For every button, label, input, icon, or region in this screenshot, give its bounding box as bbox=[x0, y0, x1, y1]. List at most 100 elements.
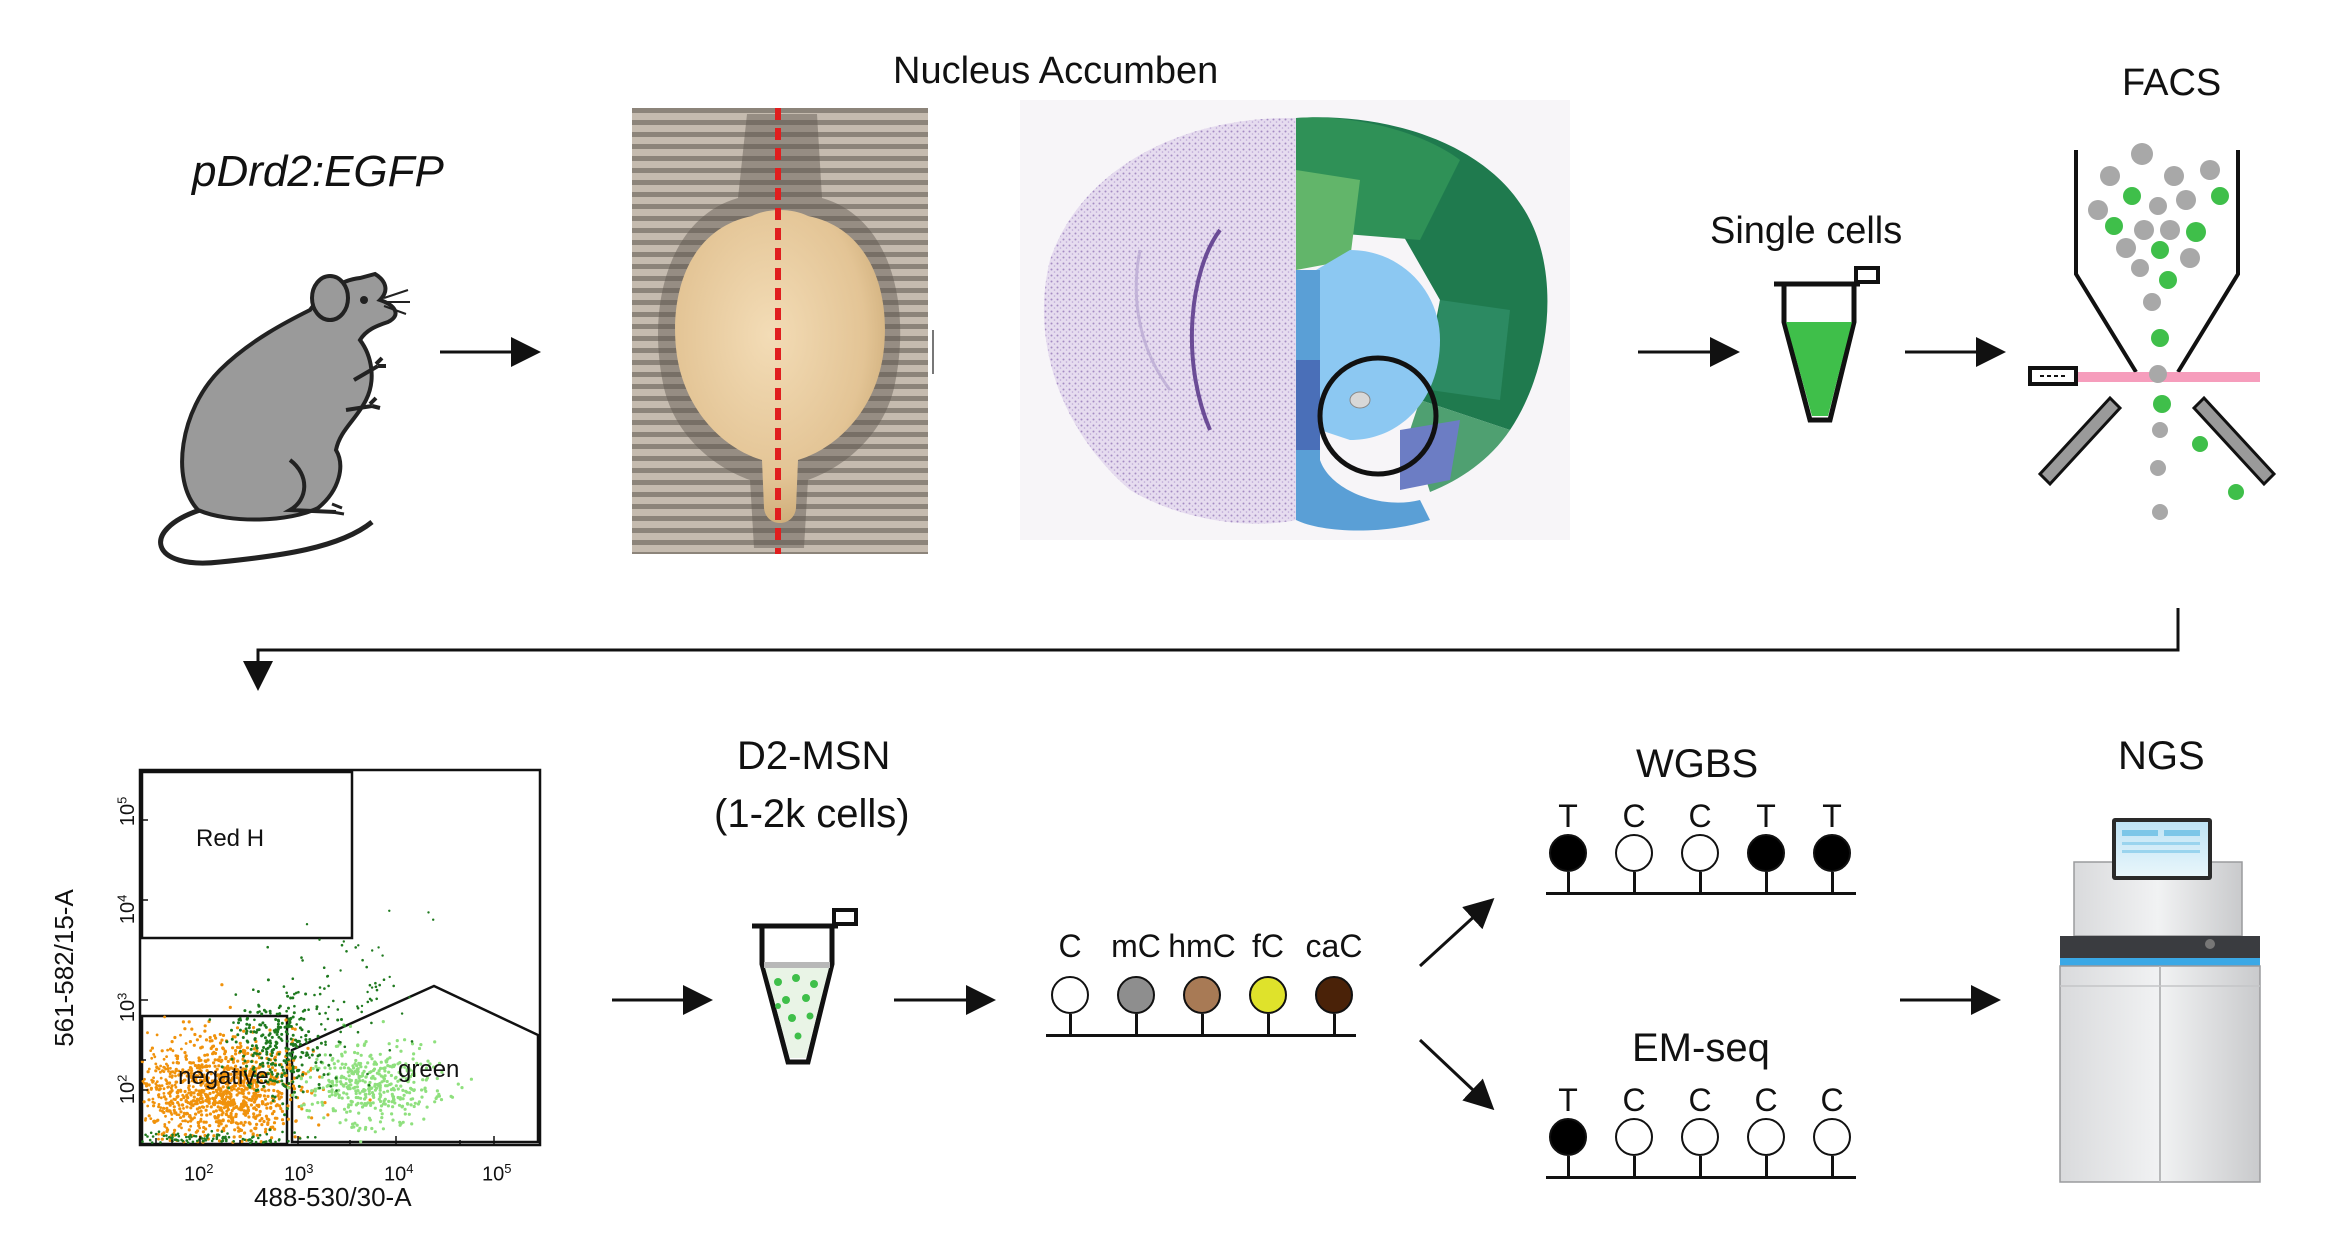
flow-event bbox=[219, 1122, 223, 1126]
flow-event bbox=[227, 1086, 231, 1090]
y-tick-3: 103 bbox=[114, 992, 140, 1023]
flow-event bbox=[413, 1101, 417, 1105]
flow-event bbox=[220, 983, 224, 987]
flow-event bbox=[181, 1068, 185, 1072]
flow-event bbox=[239, 1108, 243, 1112]
flow-event bbox=[367, 1116, 371, 1120]
flow-event bbox=[241, 1061, 246, 1065]
flow-event bbox=[427, 911, 430, 914]
flow-event bbox=[336, 1018, 340, 1022]
flow-event bbox=[254, 1140, 258, 1144]
flow-event bbox=[269, 1041, 273, 1045]
gate-negative-label: negative bbox=[178, 1063, 269, 1090]
flow-event bbox=[201, 1139, 205, 1143]
flow-event bbox=[321, 1103, 325, 1107]
flow-event bbox=[289, 1098, 293, 1102]
flow-event bbox=[390, 1112, 394, 1116]
flow-event bbox=[276, 1027, 280, 1031]
flow-event bbox=[374, 1061, 378, 1065]
flow-event bbox=[435, 1089, 439, 1093]
flow-event bbox=[266, 1080, 270, 1084]
flow-event bbox=[177, 1104, 181, 1107]
flow-event bbox=[315, 1007, 318, 1011]
flow-event bbox=[250, 1044, 254, 1048]
flow-event bbox=[261, 1061, 265, 1065]
flow-event bbox=[288, 1063, 292, 1067]
flow-event bbox=[275, 1033, 279, 1036]
emseq-base-circle bbox=[1615, 1118, 1653, 1156]
flow-event bbox=[274, 1018, 278, 1021]
flow-event bbox=[256, 990, 260, 993]
flow-event bbox=[364, 1103, 368, 1107]
flow-event bbox=[279, 1107, 283, 1111]
flow-event bbox=[343, 1024, 347, 1028]
flow-event bbox=[292, 1011, 296, 1015]
flow-event bbox=[197, 1063, 201, 1068]
flow-event bbox=[401, 1097, 405, 1101]
flow-event bbox=[262, 1094, 266, 1098]
flow-event bbox=[165, 1134, 168, 1137]
flow-event bbox=[299, 1076, 303, 1080]
flow-event bbox=[146, 1031, 149, 1035]
flow-event bbox=[388, 1083, 392, 1087]
flow-event bbox=[211, 1082, 215, 1086]
flow-event bbox=[213, 1058, 217, 1062]
flow-event bbox=[310, 1102, 314, 1106]
flow-event bbox=[349, 1069, 353, 1073]
y-tick-2: 102 bbox=[114, 1074, 140, 1105]
emseq-base-circle bbox=[1549, 1118, 1587, 1156]
flow-event bbox=[313, 1093, 317, 1097]
flow-event bbox=[301, 1010, 305, 1013]
wgbs-base-label: C bbox=[1688, 798, 1712, 834]
flow-event bbox=[237, 1129, 241, 1133]
flow-event bbox=[261, 1074, 265, 1078]
flow-event bbox=[241, 1091, 245, 1096]
flow-event bbox=[289, 996, 293, 1000]
flow-event bbox=[262, 1072, 266, 1076]
flow-event bbox=[243, 1009, 247, 1013]
emseq-base-stem bbox=[1830, 1156, 1834, 1176]
flow-event bbox=[410, 1040, 414, 1043]
flow-event bbox=[375, 988, 379, 992]
emseq-base-stem bbox=[1698, 1156, 1702, 1176]
flow-event bbox=[374, 985, 378, 989]
emseq-base-circle bbox=[1681, 1118, 1719, 1156]
flow-event bbox=[281, 1122, 285, 1126]
flow-event bbox=[205, 1053, 209, 1057]
flow-event bbox=[235, 1093, 239, 1097]
flow-event bbox=[302, 1017, 306, 1021]
flow-event bbox=[267, 1064, 271, 1068]
flow-event bbox=[244, 1113, 248, 1117]
flow-event bbox=[208, 1112, 212, 1116]
flow-event bbox=[251, 1053, 255, 1057]
flow-event bbox=[419, 1062, 423, 1066]
flow-event bbox=[234, 1052, 238, 1056]
flow-event bbox=[201, 1105, 206, 1109]
flow-event bbox=[171, 1102, 175, 1106]
flow-event bbox=[229, 1113, 233, 1117]
flow-event bbox=[216, 1083, 220, 1087]
flow-event bbox=[273, 1058, 277, 1062]
flow-event bbox=[201, 1130, 205, 1134]
flow-event bbox=[269, 1106, 273, 1110]
flow-event bbox=[354, 1091, 358, 1096]
flow-event bbox=[149, 1049, 153, 1052]
flow-event bbox=[403, 1065, 407, 1069]
flow-event bbox=[168, 1092, 172, 1096]
flow-event bbox=[213, 1083, 217, 1087]
flow-event bbox=[221, 1095, 225, 1099]
flow-event bbox=[382, 1099, 386, 1103]
flow-event bbox=[268, 1009, 272, 1013]
flow-event bbox=[220, 1065, 224, 1069]
flow-event bbox=[381, 1020, 385, 1024]
flow-event bbox=[356, 1030, 360, 1034]
flow-event bbox=[255, 1122, 259, 1126]
flow-event bbox=[207, 1086, 211, 1091]
flow-event bbox=[144, 1084, 149, 1088]
flow-event bbox=[239, 1105, 243, 1109]
flow-event bbox=[356, 1043, 360, 1047]
flow-event bbox=[287, 1139, 290, 1143]
flow-event bbox=[456, 1082, 460, 1086]
flow-event bbox=[324, 1040, 327, 1044]
flow-xlabel: 488-530/30-A bbox=[254, 1182, 412, 1212]
